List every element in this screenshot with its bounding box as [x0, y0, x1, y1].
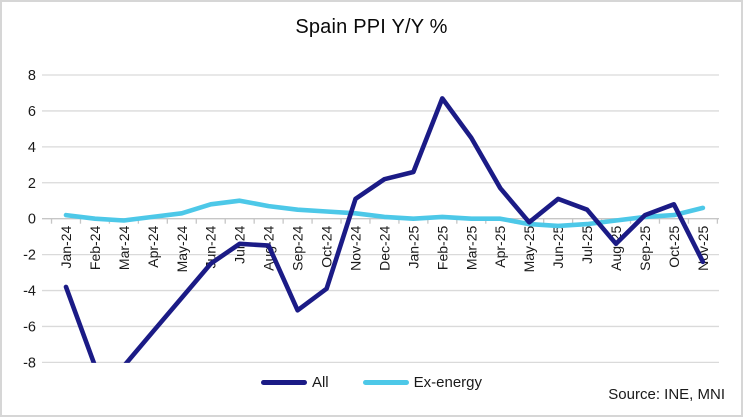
svg-text:-6: -6 — [23, 319, 36, 335]
svg-text:Nov-24: Nov-24 — [348, 225, 364, 270]
svg-text:Apr-25: Apr-25 — [492, 225, 508, 267]
legend: All Ex-energy — [2, 374, 741, 391]
svg-text:Mar-25: Mar-25 — [463, 226, 479, 271]
svg-text:-8: -8 — [23, 355, 36, 371]
svg-text:0: 0 — [28, 212, 36, 228]
svg-text:Jul-25: Jul-25 — [579, 225, 595, 263]
svg-text:Oct-25: Oct-25 — [666, 225, 682, 267]
series-line-all — [63, 96, 706, 363]
svg-text:May-25: May-25 — [521, 225, 537, 272]
svg-text:Oct-24: Oct-24 — [319, 225, 335, 267]
svg-text:Feb-25: Feb-25 — [434, 225, 450, 270]
y-axis-labels: 8 6 4 2 0 -2 -4 -6 -8 — [23, 68, 36, 371]
svg-text:8: 8 — [28, 68, 36, 84]
svg-text:May-24: May-24 — [174, 225, 190, 272]
svg-text:-2: -2 — [23, 248, 36, 264]
svg-text:Dec-24: Dec-24 — [376, 225, 392, 270]
svg-text:Sep-24: Sep-24 — [290, 225, 306, 270]
svg-text:Jun-25: Jun-25 — [550, 225, 566, 268]
svg-text:2: 2 — [28, 176, 36, 192]
legend-swatch-ex-energy-icon — [362, 380, 409, 385]
svg-text:Nov-25: Nov-25 — [695, 225, 711, 270]
legend-swatch-all-icon — [260, 380, 307, 385]
svg-text:Mar-24: Mar-24 — [116, 226, 132, 271]
chart-title: Spain PPI Y/Y % — [295, 16, 448, 38]
svg-text:Jan-25: Jan-25 — [405, 225, 421, 268]
x-axis-labels: Jan-24 Feb-24 Mar-24 Apr-24 May-24 Jun-24 Jul-… — [58, 225, 711, 272]
svg-text:4: 4 — [28, 140, 36, 156]
series-line-ex-energy — [63, 198, 706, 229]
svg-text:Sep-25: Sep-25 — [637, 225, 653, 270]
legend-item-ex-energy: Ex-energy — [362, 374, 483, 391]
svg-text:-4: -4 — [23, 284, 36, 300]
svg-text:Jun-24: Jun-24 — [203, 225, 219, 268]
legend-item-all: All — [260, 374, 329, 391]
source-note: Source: INE, MNI — [608, 386, 725, 403]
svg-text:Jan-24: Jan-24 — [58, 225, 74, 268]
svg-text:Apr-24: Apr-24 — [145, 225, 161, 267]
svg-text:Aug-25: Aug-25 — [608, 225, 624, 270]
legend-label-all: All — [311, 374, 329, 391]
legend-label-ex-energy: Ex-energy — [413, 374, 483, 391]
svg-text:Feb-24: Feb-24 — [87, 225, 103, 270]
svg-text:6: 6 — [28, 104, 36, 120]
